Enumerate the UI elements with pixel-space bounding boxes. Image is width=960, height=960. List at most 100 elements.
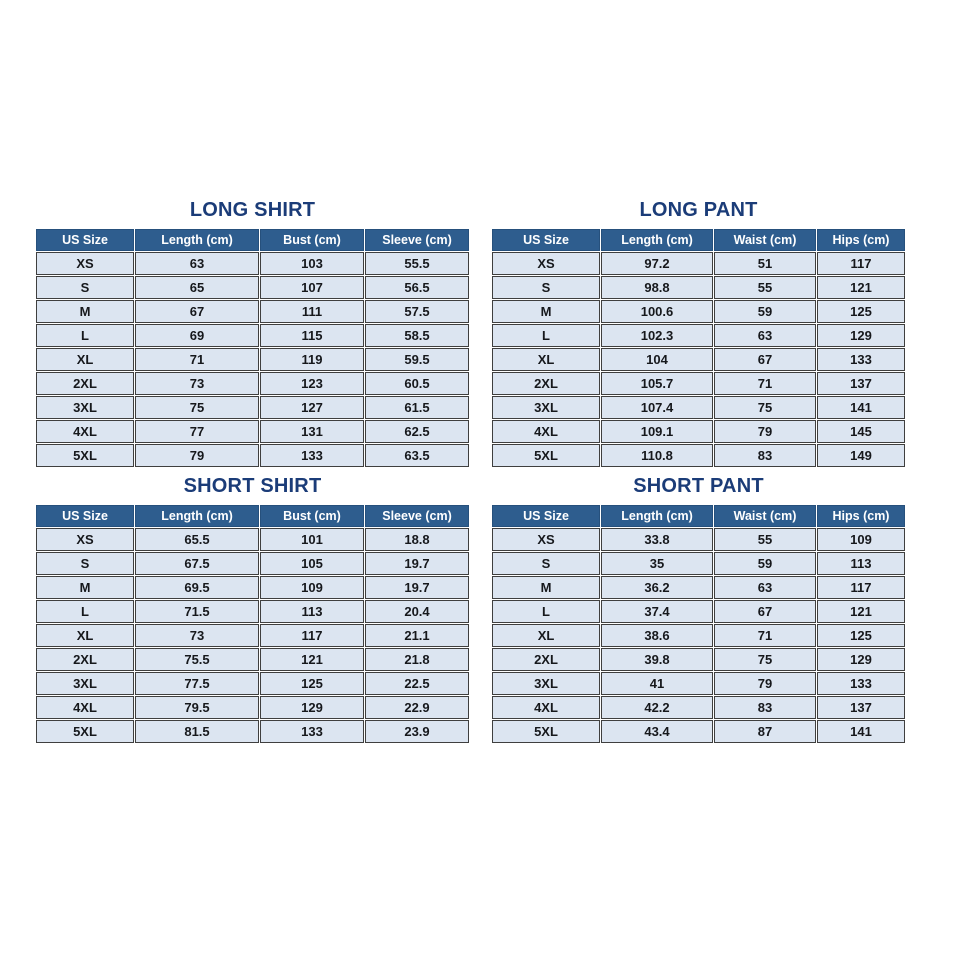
measurement-cell: 107.4 <box>601 396 713 419</box>
table-row: S 65 107 56.5 <box>36 276 469 299</box>
table-body-short-shirt: XS 65.5 101 18.8 S 67.5 105 19.7 M 69.5 109 19.7 L 71… <box>36 528 469 743</box>
size-label-cell: XS <box>36 528 134 551</box>
size-label-cell: 2XL <box>492 372 600 395</box>
measurement-cell: 42.2 <box>601 696 713 719</box>
table-row: M 100.6 59 125 <box>492 300 905 323</box>
table-row: 3XL 107.4 75 141 <box>492 396 905 419</box>
table-header-row: US Size Length (cm) Bust (cm) Sleeve (cm) <box>36 229 469 251</box>
table-row: XL 104 67 133 <box>492 348 905 371</box>
column-header: US Size <box>36 229 134 251</box>
measurement-cell: 55 <box>714 276 816 299</box>
table-row: 3XL 75 127 61.5 <box>36 396 469 419</box>
size-label-cell: 3XL <box>36 396 134 419</box>
size-table-panel-short-shirt: SHORT SHIRT US Size Length (cm) Bust (cm) S… <box>35 474 470 744</box>
size-label-cell: XL <box>492 624 600 647</box>
table-row: L 37.4 67 121 <box>492 600 905 623</box>
table-row: 3XL 77.5 125 22.5 <box>36 672 469 695</box>
measurement-cell: 59 <box>714 552 816 575</box>
measurement-cell: 59 <box>714 300 816 323</box>
measurement-cell: 75 <box>714 648 816 671</box>
column-header: US Size <box>492 505 600 527</box>
size-label-cell: S <box>492 276 600 299</box>
measurement-cell: 87 <box>714 720 816 743</box>
measurement-cell: 102.3 <box>601 324 713 347</box>
measurement-cell: 105 <box>260 552 364 575</box>
size-label-cell: 4XL <box>36 420 134 443</box>
measurement-cell: 67 <box>714 348 816 371</box>
size-label-cell: XL <box>492 348 600 371</box>
measurement-cell: 56.5 <box>365 276 469 299</box>
table-header-long-pant: US Size Length (cm) Waist (cm) Hips (cm) <box>492 229 905 251</box>
measurement-cell: 63 <box>714 576 816 599</box>
measurement-cell: 117 <box>817 252 905 275</box>
measurement-cell: 58.5 <box>365 324 469 347</box>
measurement-cell: 109.1 <box>601 420 713 443</box>
measurement-cell: 141 <box>817 396 905 419</box>
measurement-cell: 131 <box>260 420 364 443</box>
measurement-cell: 127 <box>260 396 364 419</box>
table-row: 5XL 81.5 133 23.9 <box>36 720 469 743</box>
size-table-long-shirt: US Size Length (cm) Bust (cm) Sleeve (cm) X… <box>35 228 470 468</box>
measurement-cell: 71 <box>714 624 816 647</box>
size-label-cell: L <box>36 324 134 347</box>
size-label-cell: M <box>36 300 134 323</box>
table-row: XL 71 119 59.5 <box>36 348 469 371</box>
measurement-cell: 65.5 <box>135 528 259 551</box>
measurement-cell: 59.5 <box>365 348 469 371</box>
table-row: XL 73 117 21.1 <box>36 624 469 647</box>
measurement-cell: 21.1 <box>365 624 469 647</box>
measurement-cell: 18.8 <box>365 528 469 551</box>
table-row: M 69.5 109 19.7 <box>36 576 469 599</box>
size-label-cell: 5XL <box>492 444 600 467</box>
table-header-row: US Size Length (cm) Waist (cm) Hips (cm) <box>492 229 905 251</box>
measurement-cell: 121 <box>817 276 905 299</box>
table-row: XL 38.6 71 125 <box>492 624 905 647</box>
measurement-cell: 125 <box>260 672 364 695</box>
measurement-cell: 22.9 <box>365 696 469 719</box>
size-label-cell: 4XL <box>36 696 134 719</box>
table-row: 2XL 39.8 75 129 <box>492 648 905 671</box>
measurement-cell: 123 <box>260 372 364 395</box>
table-row: 4XL 77 131 62.5 <box>36 420 469 443</box>
column-header: Bust (cm) <box>260 229 364 251</box>
table-header-row: US Size Length (cm) Waist (cm) Hips (cm) <box>492 505 905 527</box>
table-row: 4XL 109.1 79 145 <box>492 420 905 443</box>
measurement-cell: 75 <box>714 396 816 419</box>
measurement-cell: 77.5 <box>135 672 259 695</box>
size-table-short-pant: US Size Length (cm) Waist (cm) Hips (cm) XS… <box>491 504 906 744</box>
size-table-panel-long-shirt: LONG SHIRT US Size Length (cm) Bust (cm) Sl… <box>35 198 470 468</box>
size-label-cell: XS <box>492 252 600 275</box>
column-header: Waist (cm) <box>714 229 816 251</box>
table-row: XS 33.8 55 109 <box>492 528 905 551</box>
size-label-cell: L <box>492 324 600 347</box>
table-header-short-shirt: US Size Length (cm) Bust (cm) Sleeve (cm) <box>36 505 469 527</box>
measurement-cell: 111 <box>260 300 364 323</box>
measurement-cell: 38.6 <box>601 624 713 647</box>
size-label-cell: S <box>36 276 134 299</box>
measurement-cell: 101 <box>260 528 364 551</box>
size-label-cell: 3XL <box>492 396 600 419</box>
size-label-cell: 2XL <box>492 648 600 671</box>
size-label-cell: XS <box>36 252 134 275</box>
size-table-panel-long-pant: LONG PANT US Size Length (cm) Waist (cm) Hi… <box>491 198 906 468</box>
measurement-cell: 71 <box>714 372 816 395</box>
measurement-cell: 73 <box>135 372 259 395</box>
measurement-cell: 79 <box>714 420 816 443</box>
measurement-cell: 67 <box>135 300 259 323</box>
measurement-cell: 55.5 <box>365 252 469 275</box>
measurement-cell: 133 <box>817 348 905 371</box>
table-row: 4XL 79.5 129 22.9 <box>36 696 469 719</box>
measurement-cell: 23.9 <box>365 720 469 743</box>
table-row: 5XL 110.8 83 149 <box>492 444 905 467</box>
measurement-cell: 60.5 <box>365 372 469 395</box>
measurement-cell: 81.5 <box>135 720 259 743</box>
table-title-short-shirt: SHORT SHIRT <box>183 475 322 497</box>
table-body-long-pant: XS 97.2 51 117 S 98.8 55 121 M 100.6 59 125 L 102.3 63… <box>492 252 905 467</box>
measurement-cell: 75 <box>135 396 259 419</box>
measurement-cell: 43.4 <box>601 720 713 743</box>
measurement-cell: 83 <box>714 444 816 467</box>
size-label-cell: M <box>36 576 134 599</box>
column-header: US Size <box>492 229 600 251</box>
size-label-cell: 4XL <box>492 696 600 719</box>
size-label-cell: XL <box>36 624 134 647</box>
